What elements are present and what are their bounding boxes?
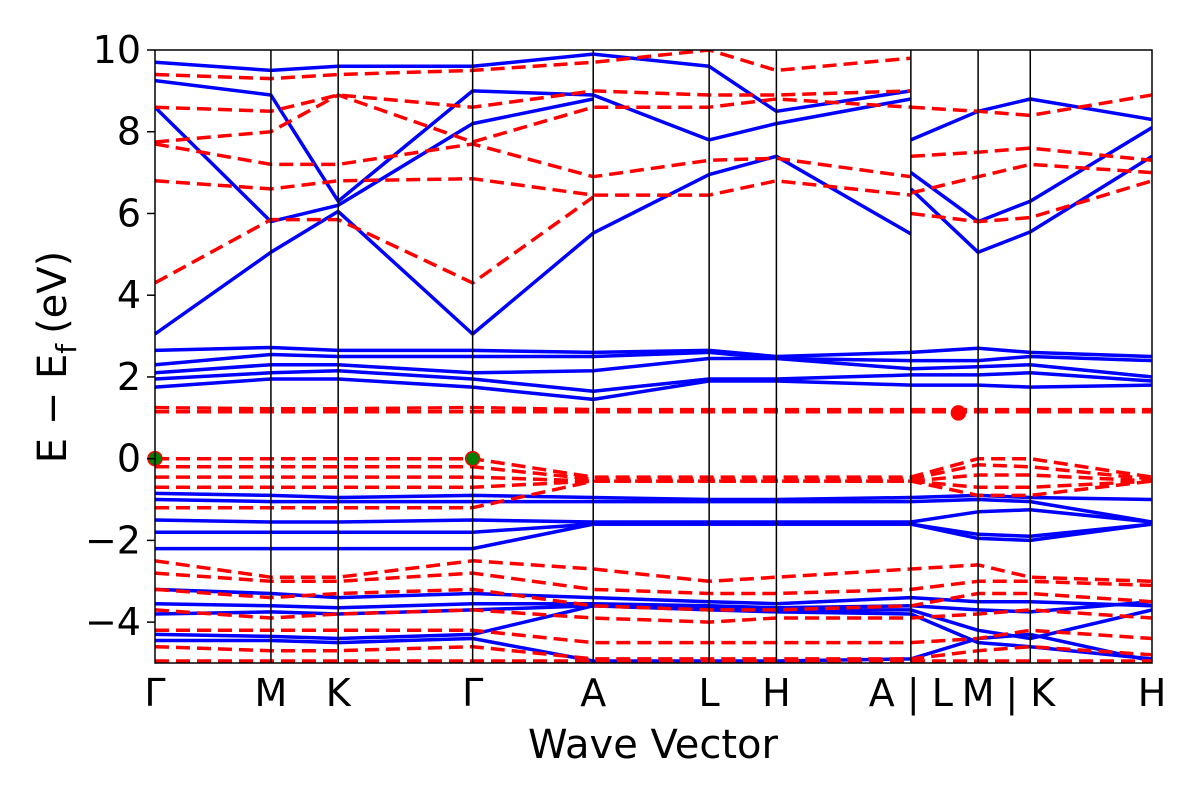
- y-tick-label-7: 10: [93, 28, 141, 72]
- dashed-red-band-3: [155, 93, 912, 144]
- dashed-red-band-7: [910, 162, 1152, 195]
- solid-blue-band-16: [155, 508, 1152, 524]
- y-tick-label-2: 0: [117, 437, 141, 481]
- dashed-red-band-0: [155, 195, 595, 285]
- x-tick-label-3: Γ: [462, 671, 483, 715]
- y-axis-ticks: −4 −2 0 2 4 6 8 10: [85, 28, 155, 644]
- x-tick-label-6: H: [762, 671, 791, 715]
- y-axis-label-unit: (eV): [30, 251, 76, 334]
- solid-blue-band-0: [155, 209, 595, 336]
- dashed-red-band-6: [910, 179, 1152, 224]
- dashed-red-band-1: [155, 176, 912, 197]
- y-axis-label: E − Ef (eV): [30, 251, 83, 464]
- y-tick-label-0: −4: [85, 600, 141, 644]
- dashed-red-band-5: [155, 50, 912, 81]
- y-tick-label-4: 4: [117, 273, 141, 317]
- band-lines: [155, 50, 1152, 663]
- solid-blue-band-7: [910, 97, 1152, 142]
- dashed-red-band-8: [910, 146, 1152, 163]
- x-tick-label-0: Γ: [144, 671, 165, 715]
- x-tick-label-9: | K: [1005, 671, 1056, 716]
- solid-blue-band-13: [155, 377, 1152, 402]
- dashed-red-band-9: [910, 93, 1152, 118]
- solid-blue-band-3: [155, 52, 912, 114]
- dashed-red-band-4: [155, 89, 911, 114]
- dashed-red-band-10: [155, 405, 1152, 412]
- y-tick-label-1: −2: [85, 518, 141, 562]
- solid-blue-band-6: [909, 126, 1152, 224]
- x-tick-label-5: L: [699, 671, 720, 715]
- solid-blue-band-8: [909, 154, 1152, 255]
- cbm-marker: [950, 405, 967, 421]
- solid-blue-band-5: [592, 93, 912, 142]
- dashed-red-band-16: [155, 479, 1152, 510]
- y-tick-label-5: 6: [117, 191, 141, 235]
- plot-frame: [154, 49, 1153, 664]
- dashed-red-band-22: [155, 644, 1152, 661]
- x-tick-label-2: K: [326, 671, 352, 715]
- x-axis-label: Wave Vector: [528, 722, 779, 768]
- x-tick-label-1: M: [255, 671, 288, 715]
- dashed-red-band-2: [155, 142, 912, 179]
- y-tick-label-6: 8: [117, 110, 141, 154]
- high-symmetry-lines: [270, 50, 1032, 663]
- x-tick-label-8: M: [962, 671, 995, 715]
- dashed-red-band-17: [155, 559, 1152, 584]
- x-tick-label-10: H: [1138, 671, 1167, 715]
- x-tick-label-7: A | L: [869, 671, 953, 716]
- dashed-red-band-15: [155, 479, 1152, 490]
- dashed-red-band-14: [155, 473, 1152, 483]
- y-tick-label-3: 2: [117, 355, 141, 399]
- y-axis-label-subscript: f: [50, 343, 83, 354]
- solid-blue-band-4: [592, 154, 912, 236]
- solid-blue-band-17: [155, 522, 1152, 539]
- vbm-marker-gamma-2: [464, 450, 481, 467]
- x-tick-label-4: A: [580, 671, 606, 715]
- y-axis-label-main: E − E: [30, 354, 76, 464]
